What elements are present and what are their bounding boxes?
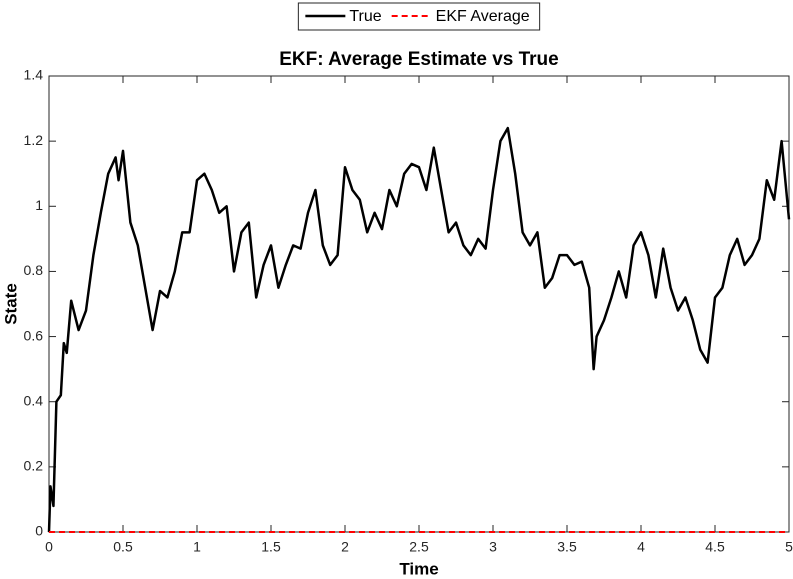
x-tick-label: 2.5: [409, 539, 429, 555]
legend-label: EKF Average: [436, 8, 530, 25]
y-tick-label: 0.8: [24, 262, 44, 278]
x-axis-label: Time: [399, 559, 438, 578]
x-tick-label: 0: [45, 539, 53, 555]
series-line: [47, 126, 791, 533]
y-tick-label: 0.2: [24, 458, 44, 474]
y-tick-label: 1.2: [24, 132, 44, 148]
x-tick-label: 5: [785, 539, 793, 555]
x-tick-label: 4: [637, 539, 645, 555]
legend: True EKF Average: [297, 2, 541, 31]
y-tick-label: 0.4: [24, 392, 44, 408]
x-tick-label: 1: [193, 539, 201, 555]
x-tick-label: 4.5: [705, 539, 725, 555]
x-tick-label: 2: [341, 539, 349, 555]
x-tick-label: 0.5: [113, 539, 133, 555]
x-tick-label: 1.5: [261, 539, 281, 555]
plot-area: [48, 75, 790, 533]
x-tick-label: 3.5: [557, 539, 577, 555]
y-axis-label: State: [1, 283, 20, 325]
chart-title: EKF: Average Estimate vs True: [279, 49, 558, 70]
y-tick-label: 0.6: [24, 327, 44, 343]
y-tick-label: 1: [35, 197, 43, 213]
x-tick-label: 3: [489, 539, 497, 555]
legend-label: True: [349, 8, 381, 25]
y-tick-label: 0: [35, 523, 43, 539]
y-tick-label: 1.4: [24, 67, 44, 83]
